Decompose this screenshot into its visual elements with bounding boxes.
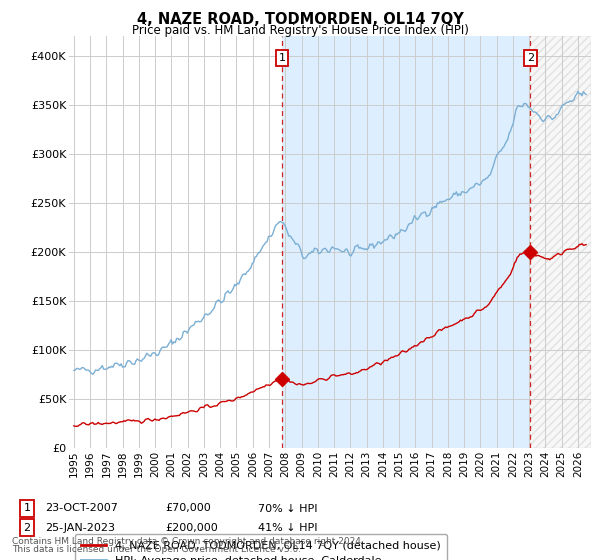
- Text: Price paid vs. HM Land Registry's House Price Index (HPI): Price paid vs. HM Land Registry's House …: [131, 24, 469, 37]
- Text: 2: 2: [527, 53, 534, 63]
- Text: 23-OCT-2007: 23-OCT-2007: [45, 503, 118, 514]
- Text: 2: 2: [23, 522, 31, 533]
- Text: 1: 1: [278, 53, 286, 63]
- Text: This data is licensed under the Open Government Licence v3.0.: This data is licensed under the Open Gov…: [12, 545, 301, 554]
- Text: 1: 1: [23, 503, 31, 514]
- Text: 41% ↓ HPI: 41% ↓ HPI: [258, 522, 317, 533]
- Text: 25-JAN-2023: 25-JAN-2023: [45, 522, 115, 533]
- Legend: 4, NAZE ROAD, TODMORDEN, OL14 7QY (detached house), HPI: Average price, detached: 4, NAZE ROAD, TODMORDEN, OL14 7QY (detac…: [74, 534, 447, 560]
- Bar: [530, 36, 591, 448]
- Bar: [282, 36, 530, 448]
- Text: Contains HM Land Registry data © Crown copyright and database right 2024.: Contains HM Land Registry data © Crown c…: [12, 537, 364, 546]
- Text: 70% ↓ HPI: 70% ↓ HPI: [258, 503, 317, 514]
- Text: £70,000: £70,000: [165, 503, 211, 514]
- Text: 4, NAZE ROAD, TODMORDEN, OL14 7QY: 4, NAZE ROAD, TODMORDEN, OL14 7QY: [137, 12, 463, 27]
- Text: £200,000: £200,000: [165, 522, 218, 533]
